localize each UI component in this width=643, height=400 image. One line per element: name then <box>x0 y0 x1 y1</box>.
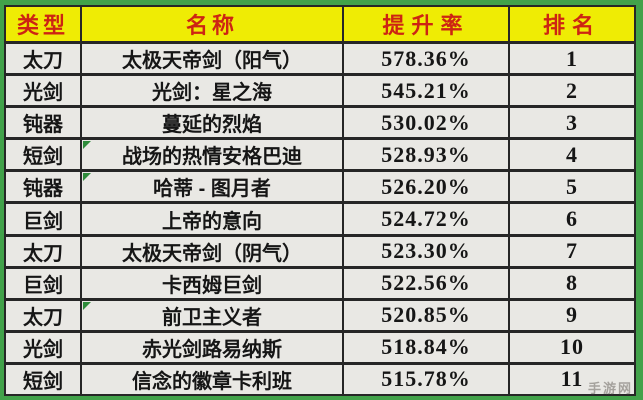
cell-name-label: 战场的热情安格巴迪 <box>122 146 302 169</box>
table-row: 太刀 太极天帝剑（阴气） 523.30% 7 <box>6 236 634 269</box>
cell-type: 太刀 <box>6 236 82 266</box>
cell-type: 太刀 <box>6 44 82 74</box>
cell-rank: 8 <box>510 268 634 298</box>
cell-rank: 9 <box>510 300 634 330</box>
table-row: 光剑 光剑：星之海 545.21% 2 <box>6 76 634 109</box>
cell-name-label: 赤光剑路易纳斯 <box>142 338 282 361</box>
table-row: 太刀 前卫主义者 520.85% 9 <box>6 300 634 333</box>
cell-rate: 528.93% <box>344 140 510 170</box>
cell-name: 前卫主义者 <box>82 300 344 330</box>
cell-type: 短剑 <box>6 364 82 395</box>
cell-type: 巨剑 <box>6 268 82 298</box>
cell-name-label: 卡西姆巨剑 <box>162 274 262 297</box>
cell-rank: 4 <box>510 140 634 170</box>
cell-name-label: 哈蒂 - 图月者 <box>153 178 271 201</box>
cell-rank: 5 <box>510 172 634 202</box>
cell-rate: 523.30% <box>344 236 510 266</box>
cell-rate: 522.56% <box>344 268 510 298</box>
table-row: 光剑 赤光剑路易纳斯 518.84% 10 <box>6 332 634 365</box>
cell-type: 钝器 <box>6 108 82 138</box>
table-row: 短剑 信念的徽章卡利班 515.78% 11 <box>6 364 634 395</box>
cell-type: 光剑 <box>6 76 82 106</box>
cell-rank: 7 <box>510 236 634 266</box>
cell-name-label: 蔓延的烈焰 <box>162 114 262 137</box>
cell-rate: 520.85% <box>344 300 510 330</box>
cell-name-label: 太极天帝剑（阳气） <box>122 50 302 73</box>
cell-type: 光剑 <box>6 332 82 362</box>
cell-rank: 6 <box>510 204 634 234</box>
cell-rank: 1 <box>510 44 634 74</box>
table-header-row: 类型 名称 提升率 排名 <box>6 7 634 44</box>
cell-corner-marker <box>83 301 91 310</box>
table-row: 短剑 战场的热情安格巴迪 528.93% 4 <box>6 140 634 173</box>
table-row: 太刀 太极天帝剑（阳气） 578.36% 1 <box>6 44 634 77</box>
cell-rate: 530.02% <box>344 108 510 138</box>
weapon-ranking-table: 类型 名称 提升率 排名 太刀 太极天帝剑（阳气） 578.36% 1 光剑 光… <box>4 5 636 396</box>
cell-rank: 10 <box>510 332 634 362</box>
cell-name: 上帝的意向 <box>82 204 344 234</box>
table-row: 巨剑 卡西姆巨剑 522.56% 8 <box>6 268 634 301</box>
cell-rank: 3 <box>510 108 634 138</box>
header-rate: 提升率 <box>344 7 510 41</box>
cell-name: 赤光剑路易纳斯 <box>82 332 344 362</box>
cell-name-label: 光剑：星之海 <box>152 82 272 105</box>
cell-name-label: 信念的徽章卡利班 <box>132 370 292 393</box>
header-name: 名称 <box>82 7 344 41</box>
cell-name: 太极天帝剑（阴气） <box>82 236 344 266</box>
cell-rate: 518.84% <box>344 332 510 362</box>
cell-name: 战场的热情安格巴迪 <box>82 140 344 170</box>
cell-rank: 11 <box>510 364 634 395</box>
cell-corner-marker <box>83 173 91 182</box>
cell-name-label: 太极天帝剑（阴气） <box>122 242 302 265</box>
cell-name-label: 前卫主义者 <box>162 306 262 329</box>
cell-type: 太刀 <box>6 300 82 330</box>
table-row: 巨剑 上帝的意向 524.72% 6 <box>6 204 634 237</box>
cell-rank: 2 <box>510 76 634 106</box>
cell-name: 信念的徽章卡利班 <box>82 364 344 395</box>
cell-type: 钝器 <box>6 172 82 202</box>
cell-corner-marker <box>83 141 91 150</box>
cell-type: 短剑 <box>6 140 82 170</box>
cell-rate: 526.20% <box>344 172 510 202</box>
cell-rate: 545.21% <box>344 76 510 106</box>
cell-rate: 578.36% <box>344 44 510 74</box>
header-type: 类型 <box>6 7 82 41</box>
table-row: 钝器 蔓延的烈焰 530.02% 3 <box>6 108 634 141</box>
cell-name: 卡西姆巨剑 <box>82 268 344 298</box>
cell-name: 哈蒂 - 图月者 <box>82 172 344 202</box>
header-rank: 排名 <box>510 7 634 41</box>
table-row: 钝器 哈蒂 - 图月者 526.20% 5 <box>6 172 634 205</box>
cell-name: 太极天帝剑（阳气） <box>82 44 344 74</box>
cell-name-label: 上帝的意向 <box>162 210 262 233</box>
cell-rate: 524.72% <box>344 204 510 234</box>
cell-name: 蔓延的烈焰 <box>82 108 344 138</box>
cell-rate: 515.78% <box>344 364 510 395</box>
cell-type: 巨剑 <box>6 204 82 234</box>
cell-name: 光剑：星之海 <box>82 76 344 106</box>
